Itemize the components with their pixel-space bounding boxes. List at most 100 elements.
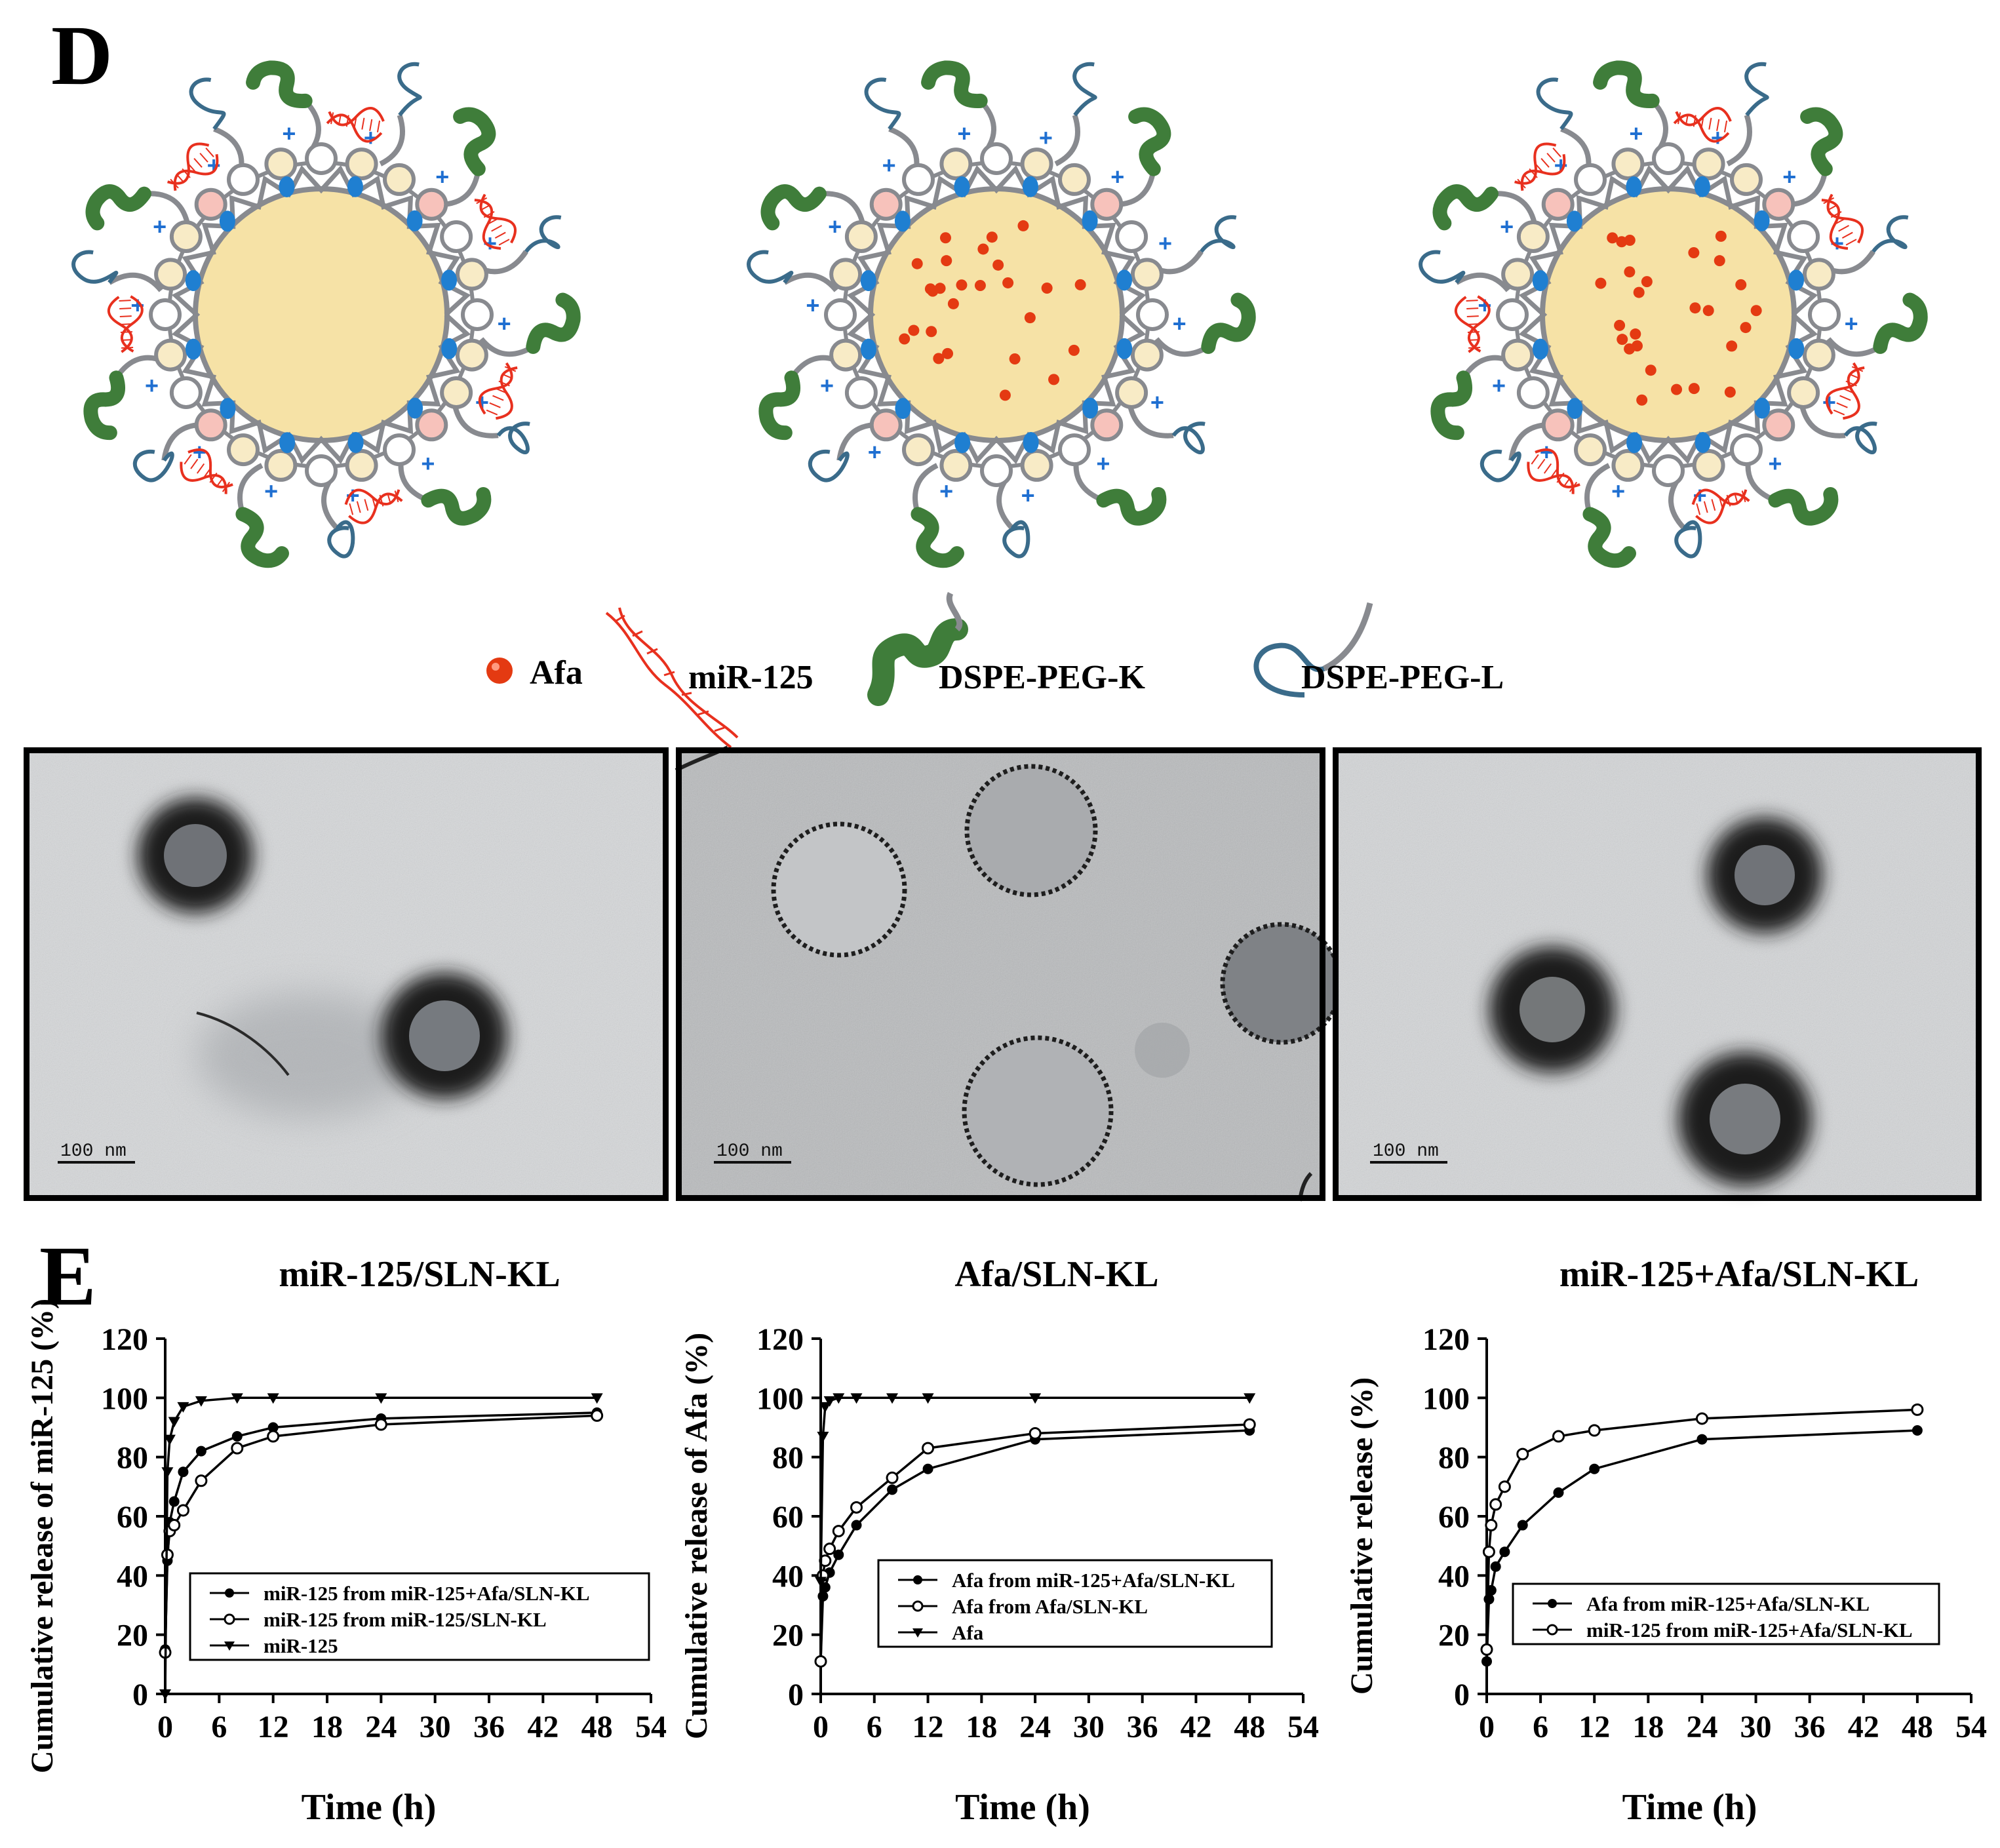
afa-dot-icon xyxy=(933,353,945,364)
x-axis-label: Time (h) xyxy=(1622,1787,1757,1828)
plus-charge-icon: + xyxy=(1021,482,1035,509)
data-point xyxy=(1695,1412,1708,1425)
mirna-helix-icon xyxy=(1821,193,1864,250)
dspe-peg-l-icon xyxy=(1843,422,1877,454)
cationic-lipid xyxy=(185,338,201,360)
mirna-helix-icon xyxy=(1673,106,1732,143)
lipid-head xyxy=(305,142,338,175)
plus-charge-icon: + xyxy=(1711,124,1725,151)
dspe-peg-l-icon xyxy=(1072,62,1097,117)
cationic-lipid xyxy=(441,338,458,359)
y-tick-label: 40 xyxy=(1438,1559,1470,1594)
afa-dot-icon xyxy=(1048,374,1060,385)
legend-box xyxy=(1512,1583,1940,1645)
tem-image-3: 100 nm xyxy=(1333,747,1982,1201)
x-tick-label: 30 xyxy=(420,1710,451,1744)
lipid-head xyxy=(1652,142,1685,175)
data-point xyxy=(231,1442,244,1455)
lipid-head xyxy=(1090,408,1124,442)
dspe-peg-l-icon xyxy=(1744,62,1769,117)
legend-label-dspe-peg-k: DSPE-PEG-K xyxy=(939,659,1145,696)
lipid-head xyxy=(1730,163,1763,196)
lipid-head xyxy=(345,147,378,181)
plus-charge-icon: + xyxy=(421,450,435,477)
afa-dot-icon xyxy=(924,283,936,295)
x-tick-label: 0 xyxy=(813,1710,829,1744)
dspe-peg-k-icon xyxy=(85,184,151,231)
data-point xyxy=(817,1432,829,1443)
lipid-head xyxy=(305,454,338,487)
peg-chain xyxy=(237,463,264,515)
x-tick-label: 12 xyxy=(1578,1710,1610,1744)
cationic-lipid xyxy=(1022,176,1038,197)
x-tick-label: 36 xyxy=(473,1710,505,1744)
mirna-helix-icon xyxy=(1527,448,1580,494)
mirna-helix-icon xyxy=(605,607,739,749)
chart-legend: Afa from miR-125+Afa/SLN-KL miR-125 from … xyxy=(1512,1583,1940,1645)
afa-dot-icon xyxy=(1688,383,1700,395)
data-point xyxy=(159,1689,171,1700)
lipid-head xyxy=(194,408,227,442)
lipid-head xyxy=(980,142,1013,175)
data-point xyxy=(195,1445,206,1457)
data-point xyxy=(176,1504,189,1517)
lipid-head xyxy=(939,147,973,181)
legend-label: miR-125 from miR-125+Afa/SLN-KL xyxy=(264,1582,590,1605)
plus-charge-icon: + xyxy=(1830,229,1844,256)
cationic-lipid xyxy=(1082,397,1099,419)
mirna-helix-icon xyxy=(167,142,219,191)
afa-dot-icon xyxy=(911,258,923,269)
plus-charge-icon: + xyxy=(483,229,497,256)
chart-legend: Afa from miR-125+Afa/SLN-KL Afa from Afa/… xyxy=(877,1559,1273,1648)
dspe-peg-k-icon xyxy=(760,184,827,231)
plus-charge-icon: + xyxy=(264,478,278,505)
cationic-lipid xyxy=(441,269,458,291)
y-tick-label: 20 xyxy=(772,1619,804,1653)
data-point xyxy=(168,1417,180,1428)
dspe-peg-k-icon xyxy=(1593,60,1660,108)
plus-charge-icon: + xyxy=(145,372,159,399)
cationic-lipid xyxy=(860,270,876,292)
legend-box xyxy=(189,1572,650,1661)
lipid-head xyxy=(902,433,935,467)
afa-dot-icon xyxy=(939,232,951,244)
plus-charge-icon: + xyxy=(820,372,834,399)
data-point xyxy=(1912,1425,1923,1436)
x-axis-label: Time (h) xyxy=(955,1787,1090,1828)
lipid-head xyxy=(1541,187,1575,221)
cationic-lipid xyxy=(954,176,970,197)
cationic-lipid xyxy=(954,432,971,454)
afa-dot-icon xyxy=(942,347,954,359)
peg-chain xyxy=(783,272,838,292)
afa-dot-icon xyxy=(1740,322,1752,334)
y-tick-label: 60 xyxy=(1438,1500,1470,1535)
data-point xyxy=(1589,1463,1600,1474)
y-tick-label: 40 xyxy=(117,1559,148,1594)
x-tick-label: 42 xyxy=(527,1710,559,1744)
peg-chain xyxy=(1127,405,1174,439)
afa-dot-icon xyxy=(1726,340,1738,352)
data-point xyxy=(1588,1424,1601,1437)
lipid-tails xyxy=(846,165,1147,465)
lipid-head xyxy=(902,163,935,196)
cationic-lipid xyxy=(895,398,911,420)
plus-charge-icon: + xyxy=(1611,478,1625,505)
afa-dot-icon xyxy=(486,658,513,684)
x-tick-label: 30 xyxy=(1740,1710,1772,1744)
lipid-head xyxy=(1130,338,1164,372)
dspe-peg-l-icon xyxy=(327,520,355,559)
afa-dot-icon xyxy=(1617,334,1628,345)
particle-afa-sln-kl: + + + + + + + + + + + + + + xyxy=(747,60,1256,568)
cationic-lipid xyxy=(220,398,236,420)
afa-dot-icon xyxy=(1735,279,1747,290)
cationic-lipid xyxy=(1788,269,1805,291)
data-point xyxy=(231,1431,243,1442)
data-point xyxy=(591,1409,604,1422)
dspe-peg-l-icon xyxy=(1253,602,1373,698)
lipid-head xyxy=(264,448,298,482)
lipid-head xyxy=(1020,147,1053,181)
data-point xyxy=(374,1418,387,1431)
afa-dot-icon xyxy=(1636,394,1648,406)
scale-bar-label: 100 nm xyxy=(1373,1141,1439,1162)
lipid-head xyxy=(1136,298,1169,331)
